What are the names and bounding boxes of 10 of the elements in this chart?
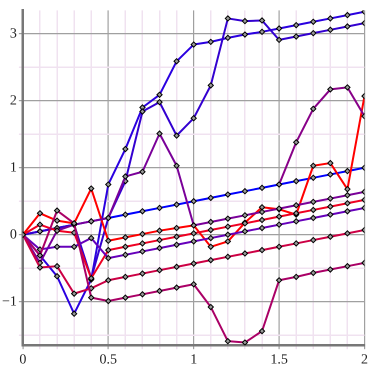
x-tick-label: 1: [190, 352, 198, 368]
x-tick-label: 0: [19, 352, 26, 368]
x-tick-label: 0.5: [100, 352, 118, 368]
y-tick-label: 3: [10, 26, 17, 42]
y-tick-label: 2: [10, 93, 17, 108]
x-tick-label: 2: [361, 352, 368, 368]
y-tick-label: −1: [2, 294, 17, 310]
x-tick-label: 1.5: [270, 352, 288, 368]
y-tick-label: 1: [10, 160, 17, 176]
y-tick-label: 0: [10, 227, 17, 242]
